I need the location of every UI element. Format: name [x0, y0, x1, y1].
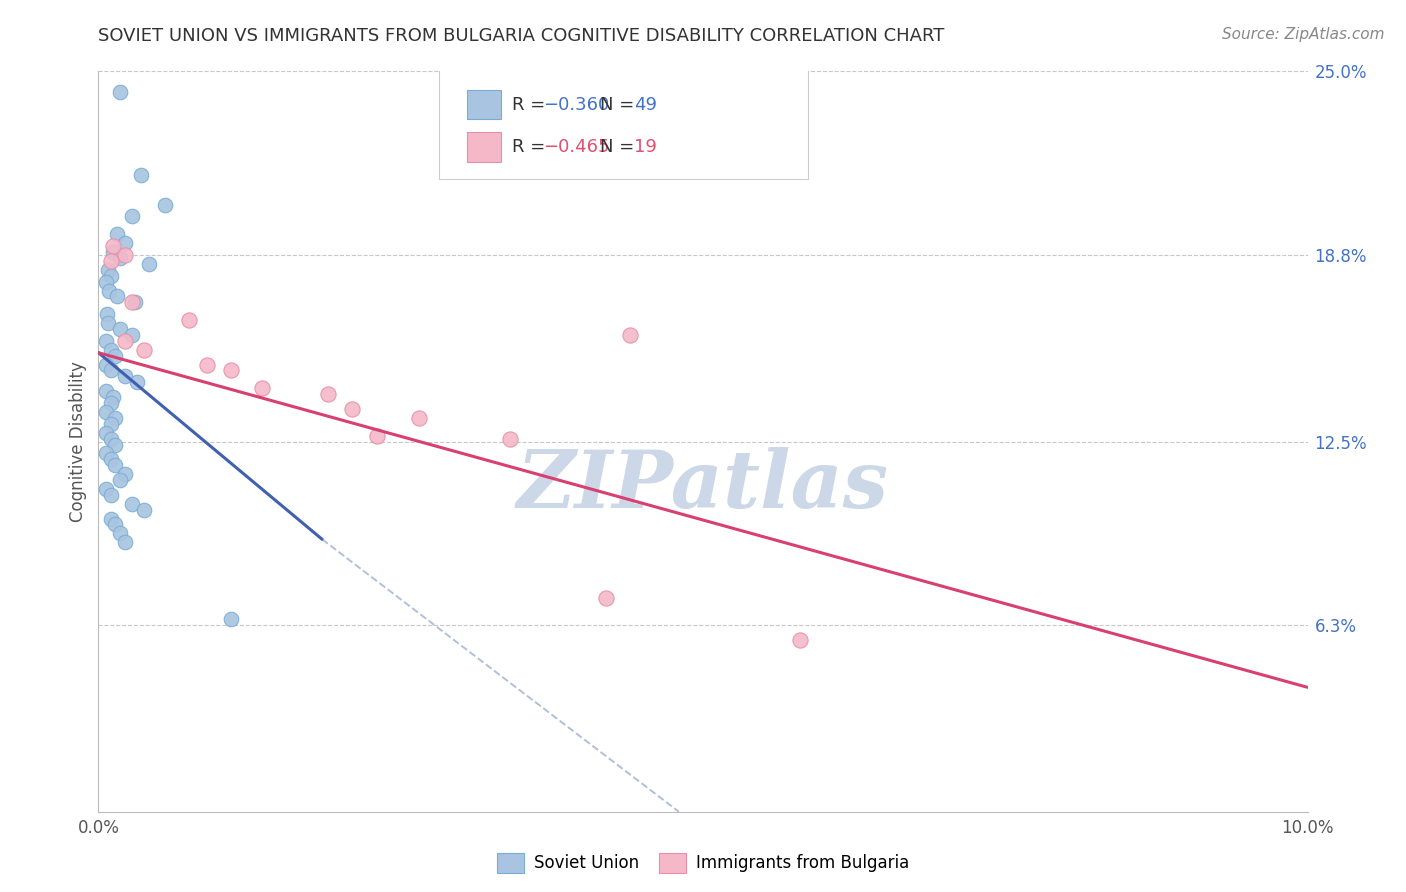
- Point: [100, 343, 122, 357]
- Point: [179, 313, 201, 327]
- Point: [250, 381, 273, 395]
- Point: [100, 432, 122, 446]
- Point: [100, 396, 122, 410]
- Point: [124, 295, 146, 310]
- Point: [114, 369, 136, 384]
- Point: [121, 497, 143, 511]
- Point: [105, 289, 128, 303]
- Text: 49: 49: [634, 95, 657, 113]
- Point: [221, 363, 243, 377]
- Point: [316, 387, 339, 401]
- Point: [97, 262, 120, 277]
- Point: [104, 349, 127, 363]
- Point: [96, 307, 118, 321]
- Point: [129, 168, 152, 182]
- Point: [105, 227, 128, 242]
- Point: [94, 482, 117, 496]
- Text: R =: R =: [512, 138, 551, 156]
- Text: 19: 19: [634, 138, 657, 156]
- Legend: Soviet Union, Immigrants from Bulgaria: Soviet Union, Immigrants from Bulgaria: [491, 847, 915, 880]
- Point: [94, 275, 117, 289]
- Point: [153, 197, 176, 211]
- FancyBboxPatch shape: [440, 70, 808, 178]
- Y-axis label: Cognitive Disability: Cognitive Disability: [69, 361, 87, 522]
- Point: [114, 248, 136, 262]
- Point: [619, 327, 641, 342]
- Point: [114, 236, 136, 251]
- Point: [366, 428, 388, 442]
- Point: [121, 210, 143, 224]
- Point: [108, 85, 131, 99]
- Point: [595, 591, 617, 606]
- Point: [342, 401, 364, 416]
- Point: [100, 417, 122, 431]
- Text: R =: R =: [512, 95, 551, 113]
- Point: [94, 405, 117, 419]
- Point: [498, 432, 520, 446]
- Point: [94, 446, 117, 460]
- Point: [138, 257, 160, 271]
- Point: [101, 239, 124, 253]
- Text: −0.360: −0.360: [543, 95, 610, 113]
- Text: N =: N =: [600, 138, 640, 156]
- Point: [100, 268, 122, 283]
- Text: −0.465: −0.465: [543, 138, 610, 156]
- FancyBboxPatch shape: [467, 132, 501, 161]
- Point: [98, 284, 121, 298]
- Point: [195, 358, 218, 372]
- Point: [121, 295, 143, 310]
- Point: [101, 390, 124, 404]
- Point: [127, 376, 149, 390]
- Point: [114, 467, 136, 482]
- Point: [108, 251, 131, 265]
- Point: [108, 322, 131, 336]
- Point: [94, 358, 117, 372]
- Point: [114, 535, 136, 549]
- Point: [104, 517, 127, 532]
- Point: [94, 384, 117, 399]
- Point: [134, 502, 156, 516]
- Point: [789, 632, 811, 647]
- FancyBboxPatch shape: [467, 90, 501, 120]
- Text: ZIPatlas: ZIPatlas: [517, 447, 889, 524]
- Point: [134, 343, 156, 357]
- Point: [408, 410, 430, 425]
- Point: [100, 253, 122, 268]
- Point: [108, 526, 131, 541]
- Point: [94, 425, 117, 440]
- Point: [108, 473, 131, 487]
- Point: [121, 327, 143, 342]
- Point: [100, 488, 122, 502]
- Text: Source: ZipAtlas.com: Source: ZipAtlas.com: [1222, 27, 1385, 42]
- Point: [101, 245, 124, 260]
- Point: [595, 159, 617, 173]
- Text: N =: N =: [600, 95, 640, 113]
- Point: [97, 316, 120, 330]
- Point: [100, 452, 122, 467]
- Point: [104, 410, 127, 425]
- Point: [100, 363, 122, 377]
- Point: [221, 612, 243, 626]
- Point: [100, 511, 122, 525]
- Text: SOVIET UNION VS IMMIGRANTS FROM BULGARIA COGNITIVE DISABILITY CORRELATION CHART: SOVIET UNION VS IMMIGRANTS FROM BULGARIA…: [98, 27, 945, 45]
- Point: [104, 458, 127, 473]
- Point: [104, 437, 127, 451]
- Point: [94, 334, 117, 348]
- Point: [114, 334, 136, 348]
